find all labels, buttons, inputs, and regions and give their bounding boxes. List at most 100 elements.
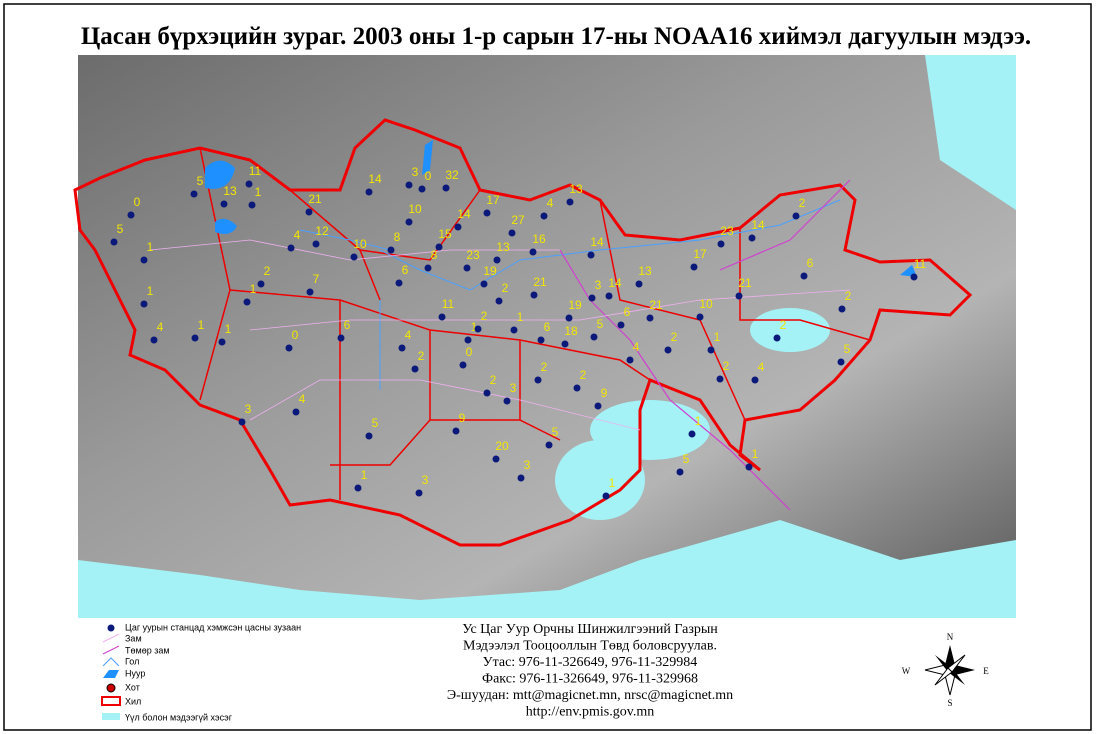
snow-depth: 20 <box>495 439 509 453</box>
snow-depth: 13 <box>223 184 237 198</box>
station <box>312 240 320 248</box>
legend-symbol <box>102 657 120 667</box>
legend-label: Зам <box>125 633 142 643</box>
station <box>735 292 743 300</box>
station <box>442 184 450 192</box>
snow-depth: 21 <box>533 275 547 289</box>
snow-depth: 0 <box>466 345 473 359</box>
station <box>495 297 503 305</box>
snow-depth: 4 <box>294 228 301 242</box>
snow-depth: 4 <box>633 340 640 354</box>
station <box>602 492 610 500</box>
snow-depth: 3 <box>595 278 602 292</box>
legend-label: Хот <box>125 682 140 692</box>
station <box>110 238 118 246</box>
snow-depth: 2 <box>780 318 787 332</box>
snow-depth: 3 <box>422 473 429 487</box>
station <box>285 344 293 352</box>
snow-depth: 14 <box>608 276 622 290</box>
station <box>337 334 345 342</box>
snow-depth: 14 <box>368 172 382 186</box>
snow-depth: 18 <box>564 324 578 338</box>
info: Ус Цаг Уур Орчны Шинжилгээний Газрын Мэдэ… <box>447 622 733 720</box>
snow-depth: 2 <box>264 264 271 278</box>
station <box>418 185 426 193</box>
station <box>127 211 135 219</box>
station <box>792 212 800 220</box>
snow-depth: 2 <box>845 289 852 303</box>
snow-depth: 23 <box>720 224 734 238</box>
snow-depth: 6 <box>807 256 814 270</box>
snow-depth: 1 <box>250 282 257 296</box>
snow-depth: 2 <box>671 330 678 344</box>
snow-depth: 14 <box>457 207 471 221</box>
snow-depth: 10 <box>408 202 422 216</box>
snow-depth: 1 <box>609 476 616 490</box>
station <box>529 248 537 256</box>
station <box>503 397 511 405</box>
snow-depth: 5 <box>683 452 690 466</box>
snow-depth: 11 <box>914 257 927 271</box>
compass-label: W <box>902 666 911 676</box>
snow-depth: 10 <box>353 237 367 251</box>
station <box>218 338 226 346</box>
station <box>354 484 362 492</box>
station <box>243 298 251 306</box>
snow-depth: 1 <box>147 284 154 298</box>
info-line: Э-шуудан: mtt@magicnet.mn, nrsc@magicnet… <box>447 688 733 703</box>
rivers <box>299 199 841 390</box>
station <box>387 246 395 254</box>
station <box>238 418 246 426</box>
station <box>415 489 423 497</box>
snow-depth: 2 <box>502 281 509 295</box>
railway <box>559 179 851 511</box>
snow-depth: 8 <box>431 248 438 262</box>
station <box>411 365 419 373</box>
snow-depth: 13 <box>569 182 583 196</box>
snow-depth: 1 <box>198 318 205 332</box>
station <box>483 209 491 217</box>
snow-depth: 2 <box>799 196 806 210</box>
station <box>676 468 684 476</box>
snow-depth: 0 <box>292 328 299 342</box>
legend-symbol <box>101 696 121 706</box>
station <box>745 463 753 471</box>
snow-depth: 3 <box>524 458 531 472</box>
station <box>483 389 491 397</box>
snow-depth: 21 <box>738 276 752 290</box>
snow-depth: 1 <box>361 468 368 482</box>
snow-depth: 6 <box>402 263 409 277</box>
compass: N S W E <box>902 632 990 708</box>
snow-depth: 3 <box>510 381 517 395</box>
snow-depth: 21 <box>308 192 322 206</box>
station <box>245 180 253 188</box>
cloud-gap <box>750 308 830 352</box>
station <box>292 408 300 416</box>
station <box>646 314 654 322</box>
snow-depth: 23 <box>466 248 480 262</box>
station <box>545 441 553 449</box>
info-line: Ус Цаг Уур Орчны Шинжилгээний Газрын <box>462 622 718 637</box>
snow-depth: 4 <box>405 328 412 342</box>
snow-depth: 27 <box>511 213 525 227</box>
title: Цасан бүрхэцийн зураг. 2003 оны 1-р сары… <box>81 23 1031 50</box>
station <box>463 264 471 272</box>
snow-depth: 1 <box>225 322 232 336</box>
snow-depth: 11 <box>442 297 455 311</box>
station <box>587 251 595 259</box>
station <box>696 313 704 321</box>
snow-depth: 19 <box>568 298 582 312</box>
station <box>480 280 488 288</box>
station <box>838 305 846 313</box>
snow-depth: 5 <box>597 317 604 331</box>
station <box>800 272 808 280</box>
station <box>191 334 199 342</box>
snow-depth: 9 <box>601 386 608 400</box>
snow-depth: 0 <box>425 169 432 183</box>
info-line: Факс: 976-11-326649, 976-11-329968 <box>482 672 698 687</box>
legend-label: Үүл болон мэдээгүй хэсэг <box>125 712 233 722</box>
legend-label: Нуур <box>125 668 145 678</box>
station <box>751 376 759 384</box>
station <box>287 244 295 252</box>
